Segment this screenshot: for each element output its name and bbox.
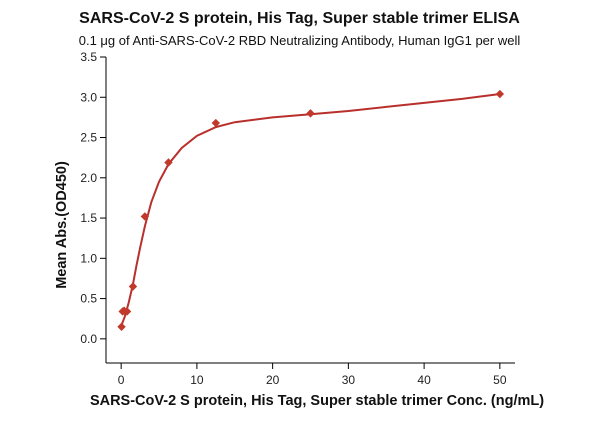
chart-title: SARS-CoV-2 S protein, His Tag, Super sta…	[79, 10, 520, 27]
data-point	[306, 109, 315, 118]
y-tick-label: 0.0	[80, 332, 97, 346]
y-tick-label: 3.0	[80, 90, 97, 104]
y-axis-title: Mean Abs.(OD450)	[54, 161, 70, 289]
x-tick-label: 0	[118, 373, 125, 387]
y-tick-label: 3.5	[80, 50, 97, 64]
x-ticks: 0 10 20 30 40 50	[118, 363, 507, 387]
x-axis-title: SARS-CoV-2 S protein, His Tag, Super sta…	[90, 393, 544, 409]
x-tick-label: 30	[342, 373, 356, 387]
y-tick-label: 1.0	[80, 251, 97, 265]
x-tick-label: 50	[493, 373, 507, 387]
y-tick-label: 2.0	[80, 171, 97, 185]
data-point	[164, 158, 173, 167]
data-point	[122, 307, 132, 316]
data-point	[140, 212, 150, 221]
data-point	[128, 282, 138, 291]
data-point	[211, 118, 221, 128]
data-points	[117, 89, 505, 331]
data-point	[117, 322, 126, 331]
axes	[105, 57, 515, 364]
x-tick-label: 10	[190, 373, 204, 387]
y-tick-label: 2.5	[80, 131, 97, 145]
y-tick-label: 1.5	[80, 211, 97, 225]
fit-curve	[120, 93, 501, 326]
y-tick-label: 0.5	[80, 292, 97, 306]
data-point	[495, 89, 505, 99]
chart-subtitle: 0.1 μg of Anti-SARS-CoV-2 RBD Neutralizi…	[78, 33, 521, 48]
x-tick-label: 20	[266, 373, 280, 387]
x-tick-label: 40	[417, 373, 431, 387]
y-ticks: 0.0 0.5 1.0 1.5 2.0 2.5 3.0 3.5	[80, 50, 106, 346]
